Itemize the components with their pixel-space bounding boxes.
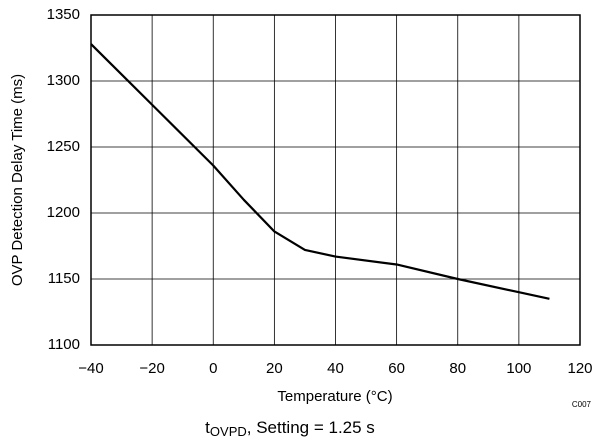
y-tick-label: 1350 <box>47 6 80 23</box>
y-axis-label: OVP Detection Delay Time (ms) <box>9 74 26 286</box>
x-tick-label: 80 <box>449 360 466 377</box>
y-tick-label: 1300 <box>47 72 80 89</box>
x-tick-label: 100 <box>506 360 531 377</box>
x-tick-label: 60 <box>388 360 405 377</box>
x-tick-label: 120 <box>567 360 592 377</box>
caption-rest: , Setting = 1.25 s <box>247 418 375 437</box>
x-tick-label: 0 <box>209 360 217 377</box>
x-tick-label: 20 <box>266 360 283 377</box>
caption: tOVPD, Setting = 1.25 s <box>205 418 375 439</box>
x-tick-label: 40 <box>327 360 344 377</box>
y-tick-label: 1150 <box>48 270 80 287</box>
y-tick-label: 1200 <box>47 204 80 221</box>
figure-code: C007 <box>572 400 592 409</box>
x-tick-label: −20 <box>139 360 164 377</box>
caption-sub: OVPD <box>210 424 247 439</box>
y-tick-label: 1100 <box>48 336 80 353</box>
x-tick-label: −40 <box>78 360 103 377</box>
data-line <box>90 43 550 300</box>
y-tick-label: 1250 <box>47 138 80 155</box>
caption-main: t <box>205 418 210 437</box>
plot-frame <box>90 14 581 346</box>
x-axis-label: Temperature (°C) <box>277 388 392 405</box>
